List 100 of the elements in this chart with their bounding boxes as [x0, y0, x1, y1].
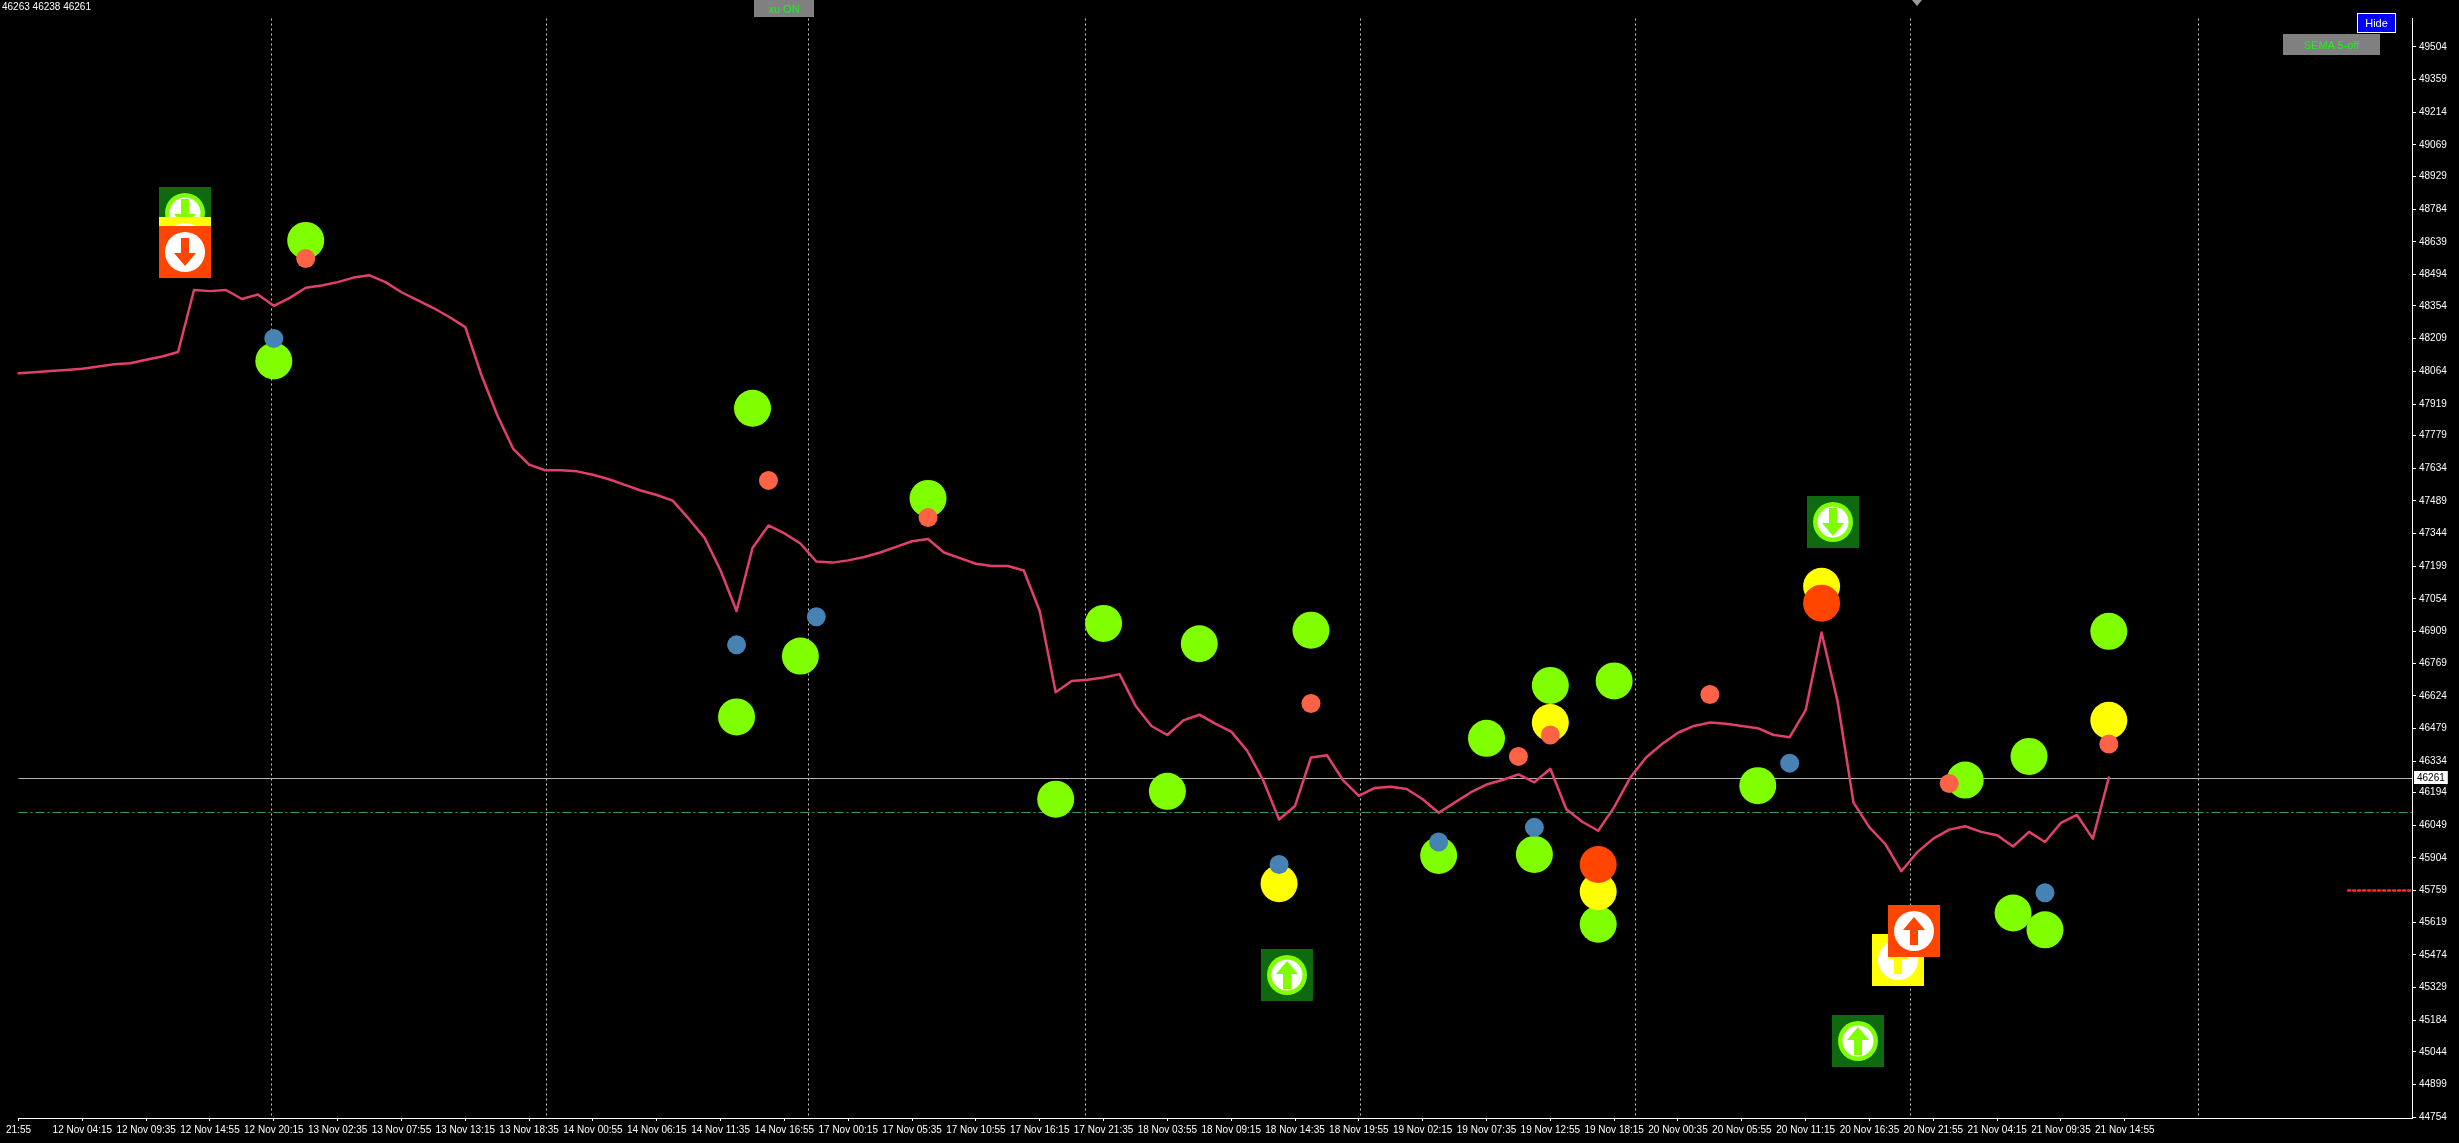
x-tick-label: 18 Nov 03:55 — [1137, 1123, 1198, 1135]
y-tick-label: 45619 — [2419, 915, 2448, 927]
x-tick-label: 13 Nov 07:55 — [371, 1123, 432, 1135]
toggle-button: SEMA 5-off — [2283, 34, 2380, 55]
point — [1301, 693, 1321, 713]
y-tick-label: 49069 — [2419, 138, 2448, 150]
point — [781, 637, 819, 675]
x-tick-label: 20 Nov 05:55 — [1712, 1123, 1772, 1135]
point — [2099, 734, 2119, 754]
point — [1524, 817, 1544, 837]
point — [1180, 625, 1218, 663]
point — [1037, 780, 1075, 818]
y-tick-label: 46194 — [2419, 786, 2448, 798]
y-tick-label: 46769 — [2419, 656, 2448, 668]
point — [806, 607, 826, 627]
point — [264, 328, 284, 348]
x-tick-label: 18 Nov 19:55 — [1329, 1123, 1390, 1135]
x-tick-label: 13 Nov 02:35 — [307, 1123, 368, 1135]
point — [1700, 684, 1720, 704]
x-tick-label: 14 Nov 11:35 — [691, 1123, 751, 1135]
point — [1803, 584, 1841, 622]
point — [1939, 773, 1959, 793]
y-tick-label: 46049 — [2419, 819, 2448, 831]
point — [2035, 883, 2055, 903]
point — [2010, 737, 2048, 775]
x-tick-label: 19 Nov 18:15 — [1584, 1123, 1645, 1135]
point — [1579, 905, 1617, 943]
x-tick-label: 19 Nov 12:55 — [1520, 1123, 1581, 1135]
point — [734, 389, 772, 427]
y-tick-label: 45184 — [2419, 1013, 2448, 1025]
x-tick-label: 13 Nov 18:35 — [499, 1123, 560, 1135]
x-tick-label: 12 Nov 04:15 — [52, 1123, 113, 1135]
x-tick-label: 12 Nov 20:15 — [244, 1123, 304, 1135]
y-tick-label: 45474 — [2419, 948, 2448, 960]
point — [1579, 846, 1617, 884]
x-tick-label: 13 Nov 13:15 — [435, 1123, 496, 1135]
point — [1739, 767, 1777, 805]
y-tick-label: 47919 — [2419, 397, 2448, 409]
x-tick-label: 17 Nov 05:35 — [882, 1123, 943, 1135]
point — [1780, 753, 1800, 773]
y-tick-label: 46334 — [2419, 754, 2448, 766]
y-tick-label: 48639 — [2419, 235, 2448, 247]
y-tick-label: 45904 — [2419, 851, 2448, 863]
text: 46263 46238 46261 — [2, 1, 91, 13]
x-tick-label: 14 Nov 00:55 — [563, 1123, 624, 1135]
toggle-button: xu ON — [754, 0, 814, 17]
x-tick-label: 21:55 — [5, 1123, 32, 1135]
point — [1468, 719, 1506, 757]
point — [296, 248, 316, 268]
point — [255, 342, 293, 380]
y-tick-label: 45044 — [2419, 1045, 2448, 1057]
x-tick-label: 20 Nov 00:35 — [1648, 1123, 1709, 1135]
point — [1595, 662, 1633, 700]
y-tick-label: 47344 — [2419, 527, 2448, 539]
y-tick-label: 49359 — [2419, 73, 2448, 85]
y-tick-label: 48494 — [2419, 268, 2448, 280]
x-tick-label: 14 Nov 16:55 — [754, 1123, 815, 1135]
y-tick-label: 48064 — [2419, 365, 2448, 377]
y-tick-label: 48929 — [2419, 170, 2448, 182]
hide-button: Hide — [2357, 13, 2396, 33]
y-tick-label: 44754 — [2419, 1110, 2448, 1122]
x-tick-label: 20 Nov 21:55 — [1903, 1123, 1964, 1135]
x-tick-label: 21 Nov 04:15 — [1967, 1123, 2028, 1135]
y-tick-label: 46479 — [2419, 722, 2448, 734]
x-tick-label: 18 Nov 09:15 — [1201, 1123, 1262, 1135]
point — [2090, 612, 2128, 650]
point — [718, 698, 756, 736]
x-tick-label: 12 Nov 14:55 — [180, 1123, 241, 1135]
x-tick-label: 19 Nov 02:15 — [1392, 1123, 1453, 1135]
x-tick-label: 20 Nov 11:15 — [1776, 1123, 1836, 1135]
point — [727, 635, 747, 655]
point — [1148, 772, 1186, 810]
point — [1429, 832, 1449, 852]
y-tick-label: 47779 — [2419, 429, 2448, 441]
point — [1531, 666, 1569, 704]
x-tick-label: 12 Nov 09:35 — [116, 1123, 177, 1135]
x-tick-label: 14 Nov 06:15 — [627, 1123, 687, 1135]
x-tick-label: 17 Nov 21:35 — [1073, 1123, 1134, 1135]
x-tick-label: 19 Nov 07:35 — [1456, 1123, 1517, 1135]
y-tick-label: 47489 — [2419, 494, 2448, 506]
point — [2026, 911, 2064, 949]
point — [2090, 701, 2128, 739]
y-tick-label: 46624 — [2419, 689, 2448, 701]
point — [1292, 611, 1330, 649]
x-tick-label: 18 Nov 14:35 — [1265, 1123, 1326, 1135]
x-tick-label: 21 Nov 09:35 — [2031, 1123, 2092, 1135]
point — [918, 508, 938, 528]
point — [758, 470, 778, 490]
y-tick-label: 47634 — [2419, 461, 2448, 473]
x-tick-label: 20 Nov 16:35 — [1839, 1123, 1900, 1135]
x-tick-label: 17 Nov 10:55 — [946, 1123, 1007, 1135]
y-tick-label: 47054 — [2419, 592, 2448, 604]
x-tick-label: 17 Nov 16:15 — [1009, 1123, 1070, 1135]
y-tick-label: 49504 — [2419, 40, 2448, 52]
point — [1085, 604, 1123, 642]
y-tick-label: 45329 — [2419, 981, 2448, 993]
point — [1508, 746, 1528, 766]
y-tick-label: 48209 — [2419, 332, 2448, 344]
point — [1540, 725, 1560, 745]
x-tick-label: 21 Nov 14:55 — [2095, 1123, 2155, 1135]
